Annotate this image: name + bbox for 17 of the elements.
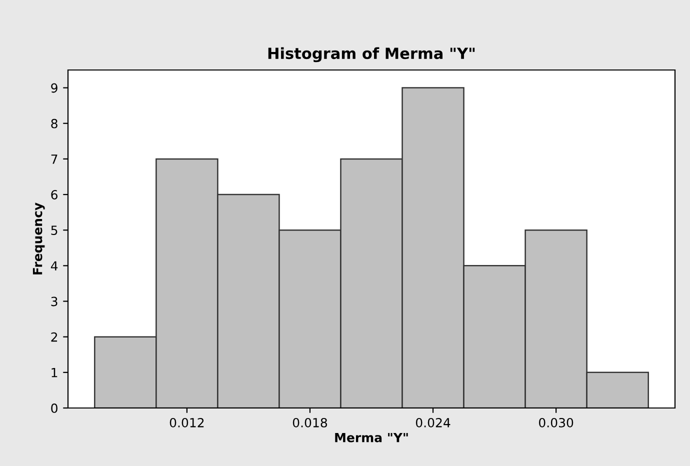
y-tick-label: 4 xyxy=(50,261,58,270)
y-tick-label: 1 xyxy=(52,368,58,378)
y-tick-label: 8 xyxy=(51,118,58,128)
x-tick-label: 0.030 xyxy=(538,418,574,428)
y-tick-label: 5 xyxy=(51,226,58,236)
x-tick-label: 0.018 xyxy=(292,418,328,428)
y-tick-label: 9 xyxy=(51,83,58,93)
y-tick-label: 3 xyxy=(51,296,58,306)
chart-title: Histogram of Merma "Y" xyxy=(268,47,475,62)
x-tick-label: 0.012 xyxy=(170,418,204,428)
x-tick-label: 0.024 xyxy=(416,418,450,428)
y-axis-title: Frequency xyxy=(32,202,45,274)
x-axis-title: Merma "Y" xyxy=(335,432,408,442)
y-tick-label: 0 xyxy=(51,403,58,413)
y-tick-label: 2 xyxy=(51,332,58,342)
y-tick-label: 7 xyxy=(51,154,58,164)
y-tick-label: 6 xyxy=(51,190,58,200)
